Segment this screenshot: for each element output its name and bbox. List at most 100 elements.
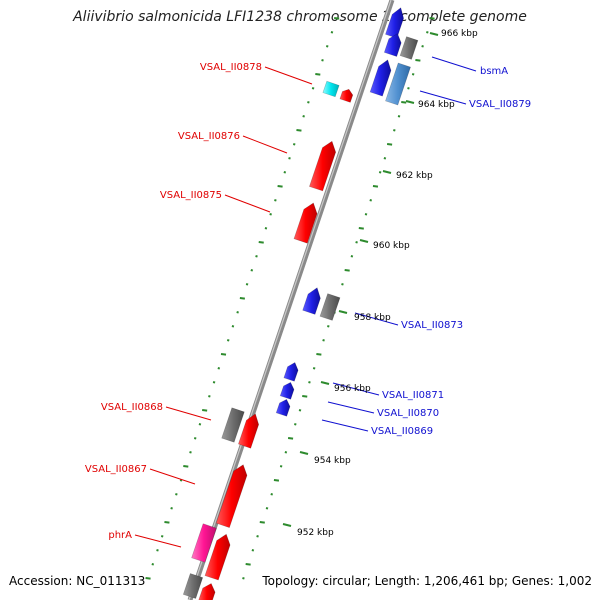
gc-dot — [308, 381, 311, 384]
gene-label[interactable]: phrA — [108, 530, 132, 541]
gc-dot — [372, 185, 379, 188]
kbp-tick-mark — [429, 32, 439, 36]
gene-arrow — [369, 59, 392, 97]
gc-dot — [189, 451, 192, 454]
gc-dot — [273, 479, 280, 482]
gc-dot — [364, 213, 368, 216]
kbp-tick-label: 960 kbp — [373, 241, 410, 251]
gc-dot — [217, 367, 221, 370]
gc-dot — [179, 479, 183, 482]
leader-line — [332, 382, 380, 396]
gc-dot — [344, 269, 350, 272]
gc-dot — [383, 157, 387, 160]
gc-dot — [386, 143, 393, 146]
gene-label[interactable]: VSAL_II0875 — [160, 190, 222, 201]
gene-features — [182, 7, 419, 600]
gc-dot — [334, 17, 340, 20]
gene-labels-right: bsmA VSAL_II0879 VSAL_II0873 VSAL_II0871… — [371, 66, 531, 437]
gc-dot — [325, 45, 329, 48]
gc-dot — [265, 507, 269, 510]
gc-dot — [316, 353, 322, 356]
kbp-tick-mark — [320, 381, 330, 385]
kbp-tick-label: 966 kbp — [441, 29, 478, 39]
gene-label[interactable]: VSAL_II0868 — [101, 402, 163, 413]
gc-dot — [315, 73, 321, 76]
gc-dot — [193, 437, 197, 440]
gc-dot — [350, 255, 354, 258]
gc-dot — [269, 213, 272, 216]
gc-dot — [415, 59, 421, 62]
gene-label[interactable]: VSAL_II0873 — [401, 320, 463, 331]
gc-dot — [270, 493, 274, 496]
gene-label[interactable]: VSAL_II0871 — [382, 390, 444, 401]
gc-dot — [212, 381, 216, 384]
gc-dot — [239, 297, 245, 300]
gc-dot — [145, 577, 151, 580]
gc-dot — [429, 17, 435, 20]
gene-label[interactable]: VSAL_II0869 — [371, 426, 433, 437]
leader-line — [134, 534, 182, 548]
gene-arrow — [221, 407, 245, 443]
gc-dot — [175, 493, 178, 496]
leader-line — [224, 194, 271, 213]
gc-dot — [358, 227, 364, 230]
label-leader-lines — [134, 56, 477, 548]
kbp-ticks: 966 kbp 964 kbp 962 kbp 960 kbp 958 kbp … — [282, 29, 478, 538]
kbp-tick-label: 962 kbp — [396, 171, 433, 181]
gene-label[interactable]: VSAL_II0878 — [200, 62, 262, 73]
gene-label[interactable]: bsmA — [480, 66, 508, 77]
kbp-tick-mark — [338, 310, 348, 314]
gc-dot — [327, 325, 330, 328]
kbp-tick-label: 964 kbp — [418, 100, 455, 110]
gc-dot — [311, 87, 315, 90]
gene-arrow — [302, 287, 321, 315]
gc-dot — [407, 87, 410, 90]
gc-dot — [255, 255, 258, 258]
gc-dot — [258, 241, 264, 244]
gene-label[interactable]: VSAL_II0876 — [178, 131, 240, 142]
gc-dot — [198, 423, 202, 426]
gc-dot — [226, 339, 230, 342]
gc-dot — [369, 199, 373, 202]
gene-label[interactable]: VSAL_II0870 — [377, 408, 439, 419]
gc-dot — [298, 409, 302, 412]
gc-dot — [251, 549, 255, 552]
leader-line — [321, 419, 369, 432]
gc-dot — [302, 395, 308, 398]
leader-line — [149, 468, 196, 485]
gene-arrow — [339, 88, 354, 103]
kbp-tick-label: 956 kbp — [334, 384, 371, 394]
gc-dot — [245, 563, 251, 566]
kbp-tick-label: 952 kbp — [297, 528, 334, 538]
gc-dot — [256, 535, 259, 538]
gene-arrow — [215, 464, 248, 528]
gene-arrow — [383, 33, 402, 57]
gc-dot — [277, 185, 283, 188]
gc-dot — [259, 521, 265, 524]
gc-dot — [421, 45, 424, 48]
gene-label[interactable]: VSAL_II0867 — [85, 464, 147, 475]
kbp-tick-mark — [282, 523, 292, 527]
gc-dot — [208, 395, 211, 398]
gc-dot — [279, 465, 283, 468]
gene-label[interactable]: VSAL_II0879 — [469, 99, 531, 110]
gc-dot-track-right — [242, 17, 435, 580]
gc-dot — [242, 577, 245, 580]
gc-dot — [296, 129, 302, 132]
kbp-tick-mark — [299, 451, 309, 455]
gc-dot — [307, 101, 310, 104]
gc-dot — [245, 283, 249, 286]
leader-line — [354, 312, 399, 326]
gc-dot — [401, 101, 407, 104]
gc-dot-track-left — [145, 17, 340, 580]
gene-arrow — [275, 398, 291, 417]
leader-line — [431, 56, 477, 72]
gc-dot — [341, 283, 344, 286]
kbp-tick-mark — [405, 100, 415, 104]
leader-line — [165, 406, 212, 421]
gene-arrow — [279, 381, 295, 400]
kbp-tick-mark — [382, 170, 392, 174]
gc-dot — [231, 325, 235, 328]
gc-dot — [160, 535, 164, 538]
